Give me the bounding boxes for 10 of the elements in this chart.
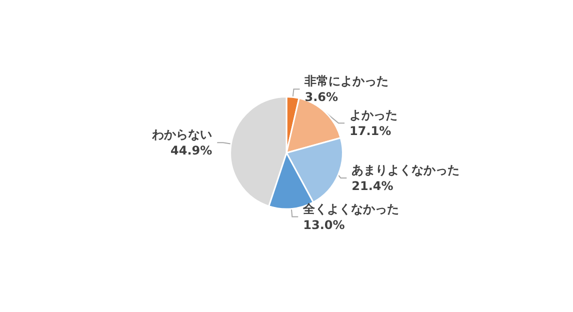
- slice-label: 全くよくなかった: [302, 202, 400, 216]
- data-label: 44.9%: [170, 144, 212, 158]
- data-label: 17.1%: [350, 124, 392, 138]
- slice-label: わからない: [151, 128, 212, 142]
- data-label: 3.6%: [304, 90, 338, 104]
- data-label: 21.4%: [352, 178, 394, 193]
- slice-label: あまりよくなかった: [352, 162, 460, 177]
- slice-label: よかった: [350, 108, 398, 122]
- slice-label: 非常によかった: [304, 74, 389, 88]
- data-label: 13.0%: [303, 218, 345, 232]
